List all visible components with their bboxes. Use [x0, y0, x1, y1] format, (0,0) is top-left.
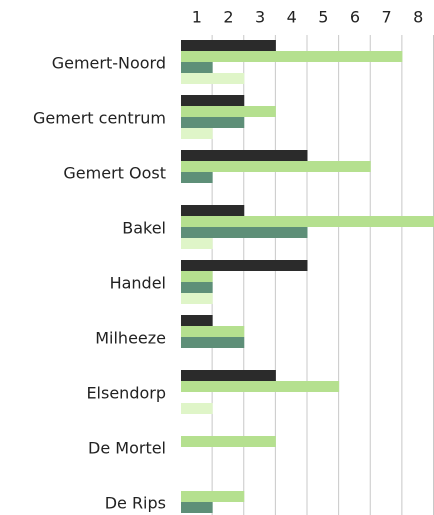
y-tick-label: Gemert centrum [33, 109, 166, 128]
y-tick-label: Handel [110, 274, 166, 293]
bar [181, 95, 245, 106]
bar [181, 381, 340, 392]
bar [181, 315, 213, 326]
bar [181, 150, 308, 161]
bar [181, 502, 213, 513]
bar [181, 205, 245, 216]
x-tick-label: 6 [350, 8, 360, 27]
bar [181, 216, 434, 227]
bar [181, 293, 213, 304]
y-tick-label: Gemert Oost [63, 164, 166, 183]
bar [181, 161, 371, 172]
bar [181, 370, 276, 381]
y-tick-label: De Rips [105, 494, 166, 513]
bar [181, 227, 308, 238]
bar [181, 491, 245, 502]
bar [181, 172, 213, 183]
bar [181, 106, 276, 117]
bar [181, 260, 308, 271]
y-tick-label: Gemert-Noord [52, 54, 166, 73]
bar [181, 403, 213, 414]
x-tick-label: 3 [255, 8, 265, 27]
bar [181, 271, 213, 282]
x-tick-label: 8 [413, 8, 423, 27]
x-tick-label: 7 [381, 8, 391, 27]
x-tick-label: 2 [223, 8, 233, 27]
bar [181, 128, 213, 139]
bar [181, 73, 245, 84]
bar [181, 238, 213, 249]
bar [181, 326, 245, 337]
bar [181, 40, 276, 51]
x-tick-label: 1 [192, 8, 202, 27]
y-tick-label: Milheeze [95, 329, 166, 348]
y-tick-label: Elsendorp [86, 384, 166, 403]
y-tick-label: Bakel [122, 219, 166, 238]
bar [181, 51, 403, 62]
bar [181, 337, 245, 348]
y-tick-label: De Mortel [88, 439, 166, 458]
x-tick-label: 5 [318, 8, 328, 27]
bar [181, 62, 213, 73]
bar [181, 282, 213, 293]
x-tick-label: 4 [287, 8, 297, 27]
bar [181, 436, 276, 447]
bar [181, 117, 245, 128]
